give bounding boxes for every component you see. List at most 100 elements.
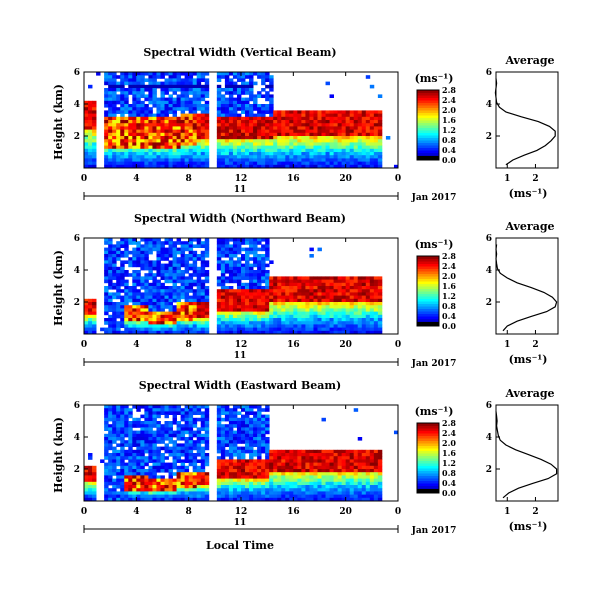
heatmap-cell <box>333 475 339 479</box>
heatmap-cell <box>325 324 330 328</box>
heatmap-cell <box>277 485 282 489</box>
heatmap-cell <box>156 161 161 166</box>
heatmap-cell <box>337 491 343 495</box>
heatmap-cell <box>232 152 238 156</box>
heatmap-cell <box>228 91 234 95</box>
heatmap-cell <box>200 433 206 438</box>
heatmap-cell <box>216 97 222 102</box>
heatmap-cell <box>377 469 383 473</box>
heatmap-cell <box>273 453 278 457</box>
heatmap-cell <box>305 136 310 140</box>
heatmap-cell <box>128 330 133 334</box>
heatmap-cell <box>241 247 246 252</box>
heatmap-cell <box>168 120 173 124</box>
heatmap-cell <box>176 295 182 300</box>
heatmap-cell <box>269 295 274 300</box>
heatmap-cell <box>112 408 117 412</box>
heatmap-cell <box>132 116 137 121</box>
heatmap-cell <box>180 78 186 82</box>
heatmap-cell <box>241 263 246 268</box>
heatmap-cell <box>261 155 266 159</box>
heatmap-cell <box>241 116 246 121</box>
heatmap-cell <box>257 314 262 319</box>
heatmap-cell <box>277 132 282 137</box>
heatmap-cell <box>108 126 113 130</box>
heatmap-cell <box>224 318 230 322</box>
heatmap-cell <box>289 475 294 479</box>
heatmap-cell <box>317 462 322 467</box>
heatmap-cell <box>136 161 141 166</box>
heatmap-cell <box>265 459 270 463</box>
heatmap-cell <box>253 488 258 492</box>
heatmap-cell <box>136 263 141 268</box>
heatmap-cell <box>333 308 339 312</box>
heatmap-cell <box>192 408 198 412</box>
heatmap-cell <box>337 327 343 332</box>
heatmap-cell <box>112 161 117 166</box>
heatmap-cell <box>313 497 318 501</box>
heatmap-cell <box>353 279 359 284</box>
heatmap-cell <box>184 405 190 409</box>
heatmap-cell <box>321 330 326 334</box>
heatmap-cell <box>168 88 173 92</box>
heatmap-cell <box>341 142 347 146</box>
heatmap-cell <box>140 104 145 108</box>
heatmap-cell <box>188 84 194 89</box>
heatmap-cell <box>216 430 222 435</box>
colorbar-step <box>417 122 439 126</box>
heatmap-cell <box>224 295 230 300</box>
heatmap-cell <box>140 469 145 473</box>
heatmap-cell <box>168 75 173 79</box>
heatmap-cell <box>269 94 274 98</box>
heatmap-cell <box>156 247 161 252</box>
heatmap-cell <box>196 330 202 334</box>
heatmap-cell <box>204 270 210 274</box>
heatmap-cell <box>216 260 222 264</box>
heatmap-cell <box>84 465 89 470</box>
heatmap-cell <box>172 155 177 159</box>
heatmap-cell <box>241 81 246 86</box>
heatmap-cell <box>200 241 206 245</box>
heatmap-cell <box>152 465 157 470</box>
heatmap-cell <box>220 238 226 242</box>
heatmap-cell <box>232 491 238 495</box>
heatmap-cell <box>369 462 375 467</box>
heatmap-cell <box>144 305 149 309</box>
heatmap-cell <box>281 459 286 463</box>
heatmap-cell <box>180 433 186 438</box>
heatmap-cell <box>168 440 173 444</box>
heatmap-cell <box>88 126 93 130</box>
colorbar-step <box>417 135 439 138</box>
heatmap-cell <box>297 327 302 332</box>
heatmap-cell <box>200 279 206 284</box>
heatmap-cell <box>285 327 290 332</box>
heatmap-cell <box>285 286 290 290</box>
heatmap-cell <box>124 254 129 258</box>
heatmap-cell <box>88 488 93 492</box>
heatmap-cell <box>184 469 190 473</box>
heatmap-cell <box>253 443 258 447</box>
heatmap-cell <box>349 123 355 127</box>
heatmap-cell <box>156 116 161 121</box>
heatmap-cell <box>301 126 306 130</box>
heatmap-cell <box>277 136 282 140</box>
heatmap-cell <box>176 132 182 137</box>
heatmap-cell <box>365 282 371 287</box>
heatmap-cell <box>152 459 157 463</box>
heatmap-cell <box>261 142 266 146</box>
heatmap-cell <box>156 453 161 457</box>
heatmap-cell <box>232 247 238 252</box>
heatmap-cell <box>108 282 113 287</box>
heatmap-cell <box>156 129 161 134</box>
heatmap-cell <box>172 129 177 134</box>
heatmap-cell <box>108 302 113 306</box>
heatmap-cell <box>160 110 165 114</box>
heatmap-cell <box>84 305 89 309</box>
heatmap-cell <box>321 491 326 495</box>
heatmap-cell <box>172 139 177 143</box>
heatmap-cell <box>144 324 149 328</box>
heatmap-cell <box>341 449 347 454</box>
heatmap-cell <box>249 279 254 284</box>
heatmap-cell <box>228 305 234 309</box>
heatmap-cell <box>148 155 153 159</box>
